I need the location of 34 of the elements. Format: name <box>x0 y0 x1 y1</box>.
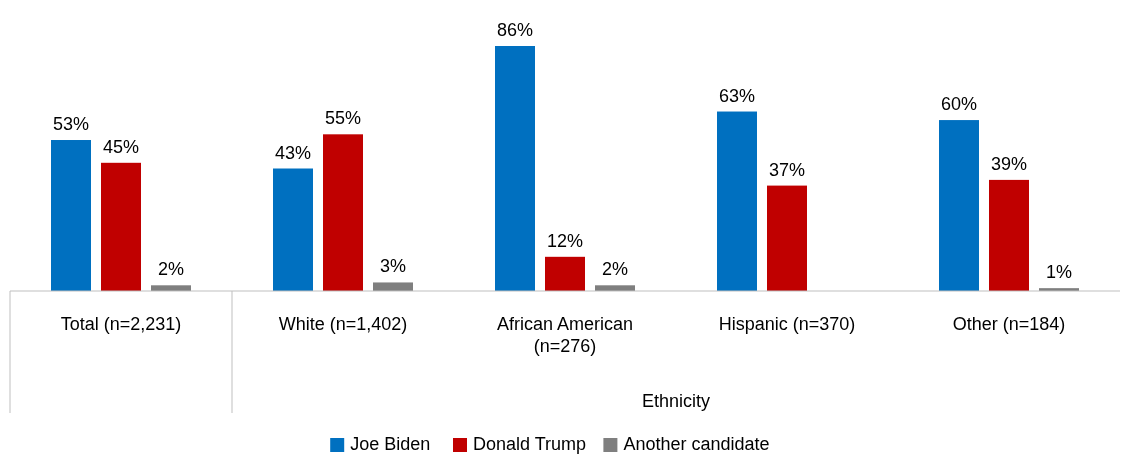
bar <box>717 111 757 291</box>
data-label: 53% <box>52 114 90 135</box>
data-label: 37% <box>768 159 806 180</box>
data-label: 43% <box>274 142 312 163</box>
data-label: 2% <box>157 259 185 280</box>
legend-label: Joe Biden <box>350 434 431 454</box>
data-label: 2% <box>601 259 629 280</box>
bar <box>495 46 535 291</box>
x-tick-label: Total (n=2,231) <box>60 314 182 334</box>
bar <box>545 256 585 291</box>
data-label: 63% <box>718 85 756 106</box>
data-label: 12% <box>546 230 584 251</box>
x-tick-label: White (n=1,402) <box>278 314 408 334</box>
data-label: 45% <box>102 136 140 157</box>
x-tick-label: Hispanic (n=370) <box>718 314 856 334</box>
bar <box>767 185 807 291</box>
data-label: 3% <box>379 256 407 277</box>
bar <box>273 168 313 291</box>
data-label: 39% <box>990 153 1028 174</box>
data-label: 55% <box>324 108 362 129</box>
x-tick-label: African American (n=276) <box>496 314 634 356</box>
bar <box>51 140 91 291</box>
x-tick-label: Other (n=184) <box>952 314 1066 334</box>
text: Ethnicity <box>641 391 711 411</box>
bar <box>373 282 413 291</box>
bar <box>101 162 141 291</box>
bar <box>323 134 363 291</box>
bar <box>939 120 979 291</box>
data-label: 1% <box>1045 262 1073 283</box>
data-label: 60% <box>940 94 978 115</box>
data-label: 86% <box>496 20 534 40</box>
legend-label: Another candidate <box>623 434 770 454</box>
bar <box>989 179 1029 291</box>
legend-label: Donald Trump <box>473 434 587 454</box>
